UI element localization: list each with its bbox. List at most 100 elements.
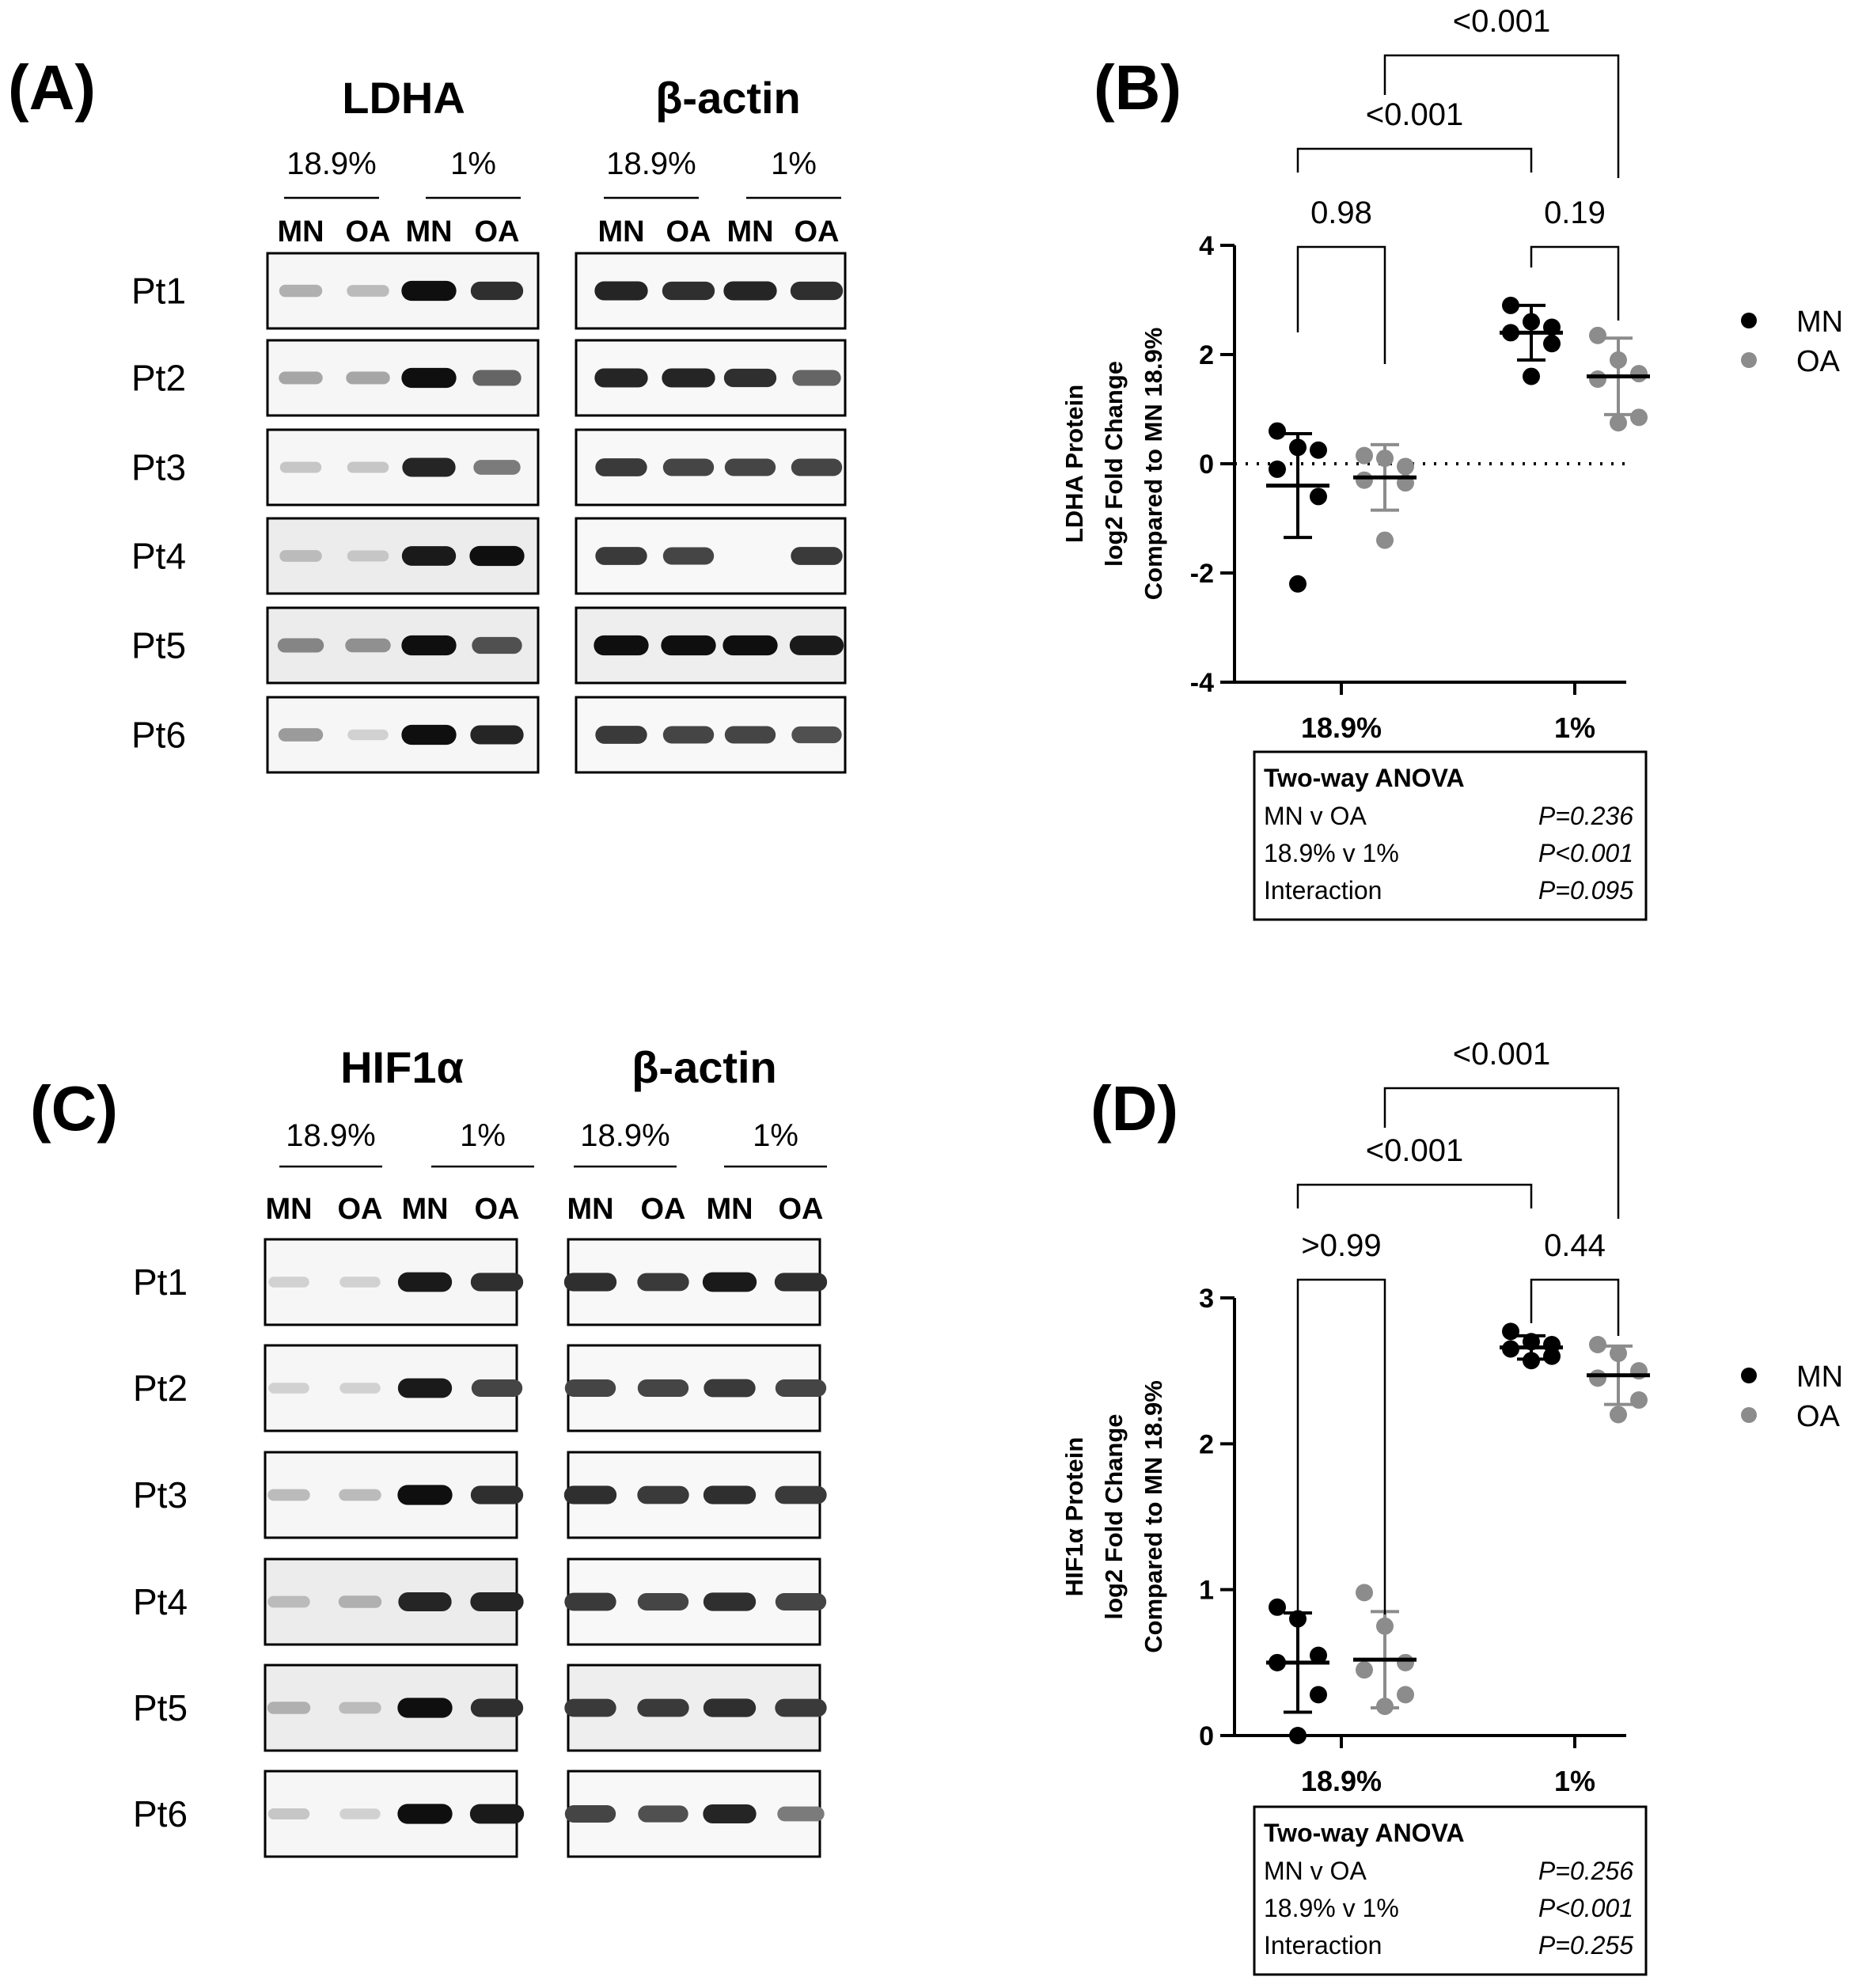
blot-band (775, 1698, 827, 1717)
lane-label-right: OA (779, 1193, 824, 1226)
blot-band (397, 1804, 453, 1824)
blot-band (595, 458, 647, 476)
anova-term: 18.9% v 1% (1264, 839, 1399, 867)
legend-marker-oa (1741, 352, 1757, 368)
y-tick-label: 0 (1199, 1721, 1214, 1751)
blot-group-bottom: HIF1α β-actin 18.9% 1% MN OA MN OA 18.9% 1% MN OA MN… (133, 1042, 828, 1858)
comparison-bracket (1296, 1278, 1386, 1618)
data-point-oa (1630, 408, 1648, 427)
anova-term: MN v OA (1264, 802, 1367, 830)
blot-band (564, 1379, 616, 1397)
data-point-oa (1589, 1335, 1606, 1353)
lane-label-left: OA (346, 215, 391, 248)
data-point-oa (1610, 1345, 1627, 1363)
blot-band (777, 1806, 825, 1822)
data-point-mn (1289, 438, 1307, 457)
data-point-mn (1269, 460, 1286, 478)
comparison-p-value: 0.19 (1544, 195, 1606, 230)
patient-label: Pt5 (131, 625, 186, 666)
blot-band (791, 458, 843, 476)
blot-band (703, 1485, 757, 1504)
blot-band (775, 1485, 827, 1504)
blot-band (723, 635, 778, 656)
data-point-mn (1310, 488, 1327, 506)
condition-label-right: 1% (753, 1118, 798, 1153)
x-tick-label: 18.9% (1301, 1765, 1382, 1797)
blot-band (267, 1489, 310, 1501)
comparison-bracket (1530, 1278, 1620, 1336)
patient-label: Pt2 (133, 1368, 188, 1409)
blot-band (703, 1698, 757, 1717)
blot-band (398, 1592, 452, 1611)
data-point-mn (1269, 1598, 1286, 1616)
data-point-oa (1356, 471, 1373, 489)
anova-title: Two-way ANOVA (1264, 764, 1465, 792)
comparison-p-value: 0.98 (1310, 195, 1372, 230)
blot-protein-right: β-actin (655, 73, 801, 123)
blot-band (791, 726, 842, 744)
data-point-oa (1630, 365, 1648, 383)
blot-band (338, 1595, 382, 1608)
data-point-mn (1289, 1727, 1307, 1744)
blot-band (347, 285, 389, 297)
legend-marker-mn (1741, 313, 1757, 328)
blot-band (662, 368, 715, 388)
blot-band (703, 1592, 757, 1611)
blot-band (470, 281, 524, 301)
lane-label-left: OA (338, 1193, 383, 1226)
condition-label-left: 1% (460, 1118, 506, 1153)
y-tick-label: -2 (1190, 559, 1214, 589)
lane-label-right: MN (726, 215, 773, 248)
y-tick-label: 1 (1199, 1576, 1214, 1606)
lane-label-right: MN (567, 1193, 613, 1226)
panel-label-b: (B) (1094, 52, 1181, 123)
lane-label-right: MN (706, 1193, 753, 1226)
blot-band (471, 1379, 523, 1397)
blot-band (267, 1595, 310, 1608)
anova-p: P=0.095 (1538, 876, 1633, 905)
blot-band (346, 371, 390, 385)
blot-band (637, 1485, 689, 1504)
data-point-mn (1543, 335, 1561, 353)
blot-band (401, 367, 457, 389)
blot-band (470, 1698, 524, 1717)
blot-band (791, 547, 843, 565)
lane-label-left: MN (277, 215, 324, 248)
blot-band (402, 457, 456, 477)
blot-band (595, 547, 647, 565)
blot-band (339, 1277, 381, 1288)
comparison-bracket (1383, 1087, 1620, 1219)
blot-band (775, 1379, 827, 1397)
blot-band (472, 636, 522, 654)
legend-marker-oa (1741, 1407, 1757, 1423)
data-point-mn (1502, 296, 1519, 314)
legend-label-oa: OA (1796, 345, 1841, 378)
data-point-oa (1376, 1698, 1394, 1716)
blot-group-top: LDHA β-actin 18.9% 1% MN OA MN OA 18.9% 1% MN OA MN O… (131, 73, 847, 774)
blot-band (564, 1592, 616, 1611)
condition-label-left: 18.9% (286, 1118, 375, 1153)
blot-band (279, 550, 322, 562)
anova-title: Two-way ANOVA (1264, 1819, 1465, 1847)
patient-label: Pt3 (133, 1474, 188, 1516)
blot-band (563, 1485, 617, 1504)
blot-band (267, 1808, 310, 1820)
blot-band (724, 726, 776, 744)
panel-label-a: (A) (8, 52, 96, 123)
x-tick-label: 1% (1554, 711, 1595, 744)
data-point-oa (1356, 1584, 1373, 1602)
blot-band (594, 635, 649, 656)
data-point-oa (1356, 446, 1373, 465)
blot-band (564, 1805, 616, 1823)
blot-protein-right: β-actin (631, 1042, 777, 1092)
blot-band (469, 1804, 525, 1824)
blot-band (662, 281, 715, 301)
legend-label-mn: MN (1796, 305, 1843, 339)
blot-band (347, 729, 389, 741)
blot-band (470, 1485, 524, 1504)
data-point-mn (1289, 1610, 1307, 1628)
y-tick-label: -4 (1190, 668, 1214, 698)
blot-band (470, 1592, 524, 1611)
lane-label-right: MN (597, 215, 644, 248)
